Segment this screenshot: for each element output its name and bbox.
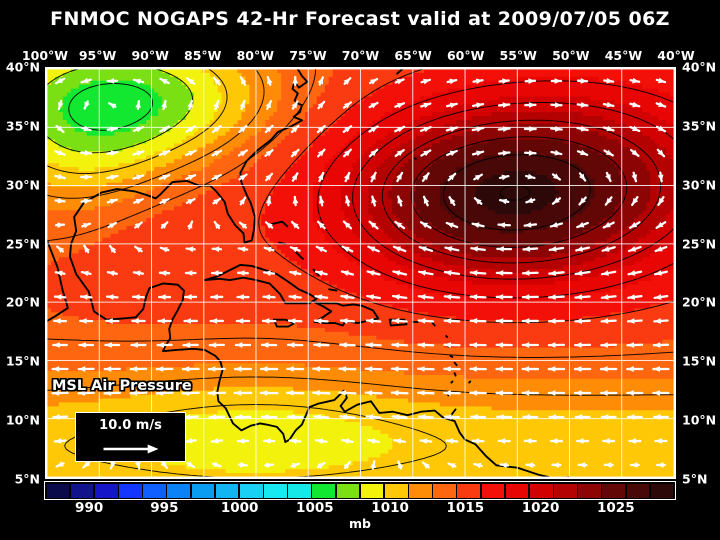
latitude-tick-label-right: 10°N	[682, 412, 717, 428]
longitude-tick-label: 90°W	[131, 48, 169, 63]
latitude-tick-label-left: 35°N	[5, 118, 40, 134]
longitude-tick-label: 55°W	[499, 48, 537, 63]
latitude-tick-label-right: 25°N	[682, 236, 717, 252]
colorbar-tick-label: 1010	[371, 500, 409, 516]
figure-title: FNMOC NOGAPS 42-Hr Forecast valid at 200…	[50, 8, 670, 30]
colorbar-tick-label: 1000	[220, 500, 259, 516]
longitude-tick-label: 75°W	[289, 48, 327, 63]
latitude-tick-label-right: 30°N	[682, 177, 717, 193]
latitude-tick-label-left: 30°N	[5, 177, 40, 193]
colorbar-swatch	[578, 483, 601, 498]
latitude-tick-label-right: 35°N	[682, 118, 717, 134]
colorbar-tick-label: 990	[75, 500, 104, 516]
colorbar-swatch	[433, 483, 456, 498]
longitude-tick-label: 40°W	[657, 48, 695, 63]
colorbar-swatch	[288, 483, 311, 498]
colorbar-swatch	[529, 483, 553, 498]
colorbar-tick-label: 1025	[597, 500, 635, 516]
pressure-shading	[47, 69, 674, 477]
colorbar-swatch	[46, 483, 70, 498]
colorbar-swatch	[94, 483, 118, 498]
wind-legend-value: 10.0 m/s	[99, 418, 162, 433]
latitude-tick-label-right: 5°N	[682, 471, 708, 487]
longitude-tick-label: 65°W	[394, 48, 432, 63]
colorbar-swatch	[554, 483, 577, 498]
wind-vector-legend: 10.0 m/s	[75, 412, 186, 462]
map-canvas	[47, 69, 674, 477]
latitude-tick-label-left: 20°N	[5, 294, 40, 310]
colorbar	[44, 481, 676, 500]
graticule	[47, 69, 674, 477]
latitude-tick-label-right: 15°N	[682, 353, 717, 369]
longitude-tick-label: 45°W	[604, 48, 643, 63]
latitude-tick-label-left: 5°N	[14, 471, 40, 487]
longitude-tick-label: 85°W	[184, 48, 222, 63]
colorbar-swatch	[360, 483, 384, 498]
latitude-tick-label-right: 40°N	[682, 59, 717, 75]
longitude-tick-label: 70°W	[341, 48, 380, 63]
wind-vectors	[51, 75, 670, 470]
latitude-tick-label-left: 10°N	[5, 412, 40, 428]
colorbar-tick-label: 1020	[521, 500, 560, 516]
colorbar-swatch	[191, 483, 215, 498]
colorbar-swatch	[409, 483, 432, 498]
colorbar-swatch	[312, 483, 336, 498]
colorbar-swatch	[215, 483, 239, 498]
latitude-tick-label-left: 15°N	[5, 353, 40, 369]
colorbar-swatch	[119, 483, 142, 498]
colorbar-tick-label: 995	[150, 500, 179, 516]
wind-legend-arrow-icon	[103, 444, 159, 454]
colorbar-swatch	[336, 483, 360, 498]
colorbar-swatch	[602, 483, 626, 498]
colorbar-swatch	[239, 483, 263, 498]
colorbar-swatch	[505, 483, 529, 498]
colorbar-swatch	[481, 483, 505, 498]
longitude-tick-label: 100°W	[21, 48, 69, 63]
colorbar-unit-label: mb	[349, 516, 371, 531]
colorbar-swatch	[457, 483, 481, 498]
map-plot-area	[45, 67, 676, 479]
colorbar-swatch	[167, 483, 191, 498]
latitude-tick-label-left: 25°N	[5, 236, 40, 252]
map-svg	[47, 69, 674, 477]
colorbar-swatch	[384, 483, 408, 498]
longitude-tick-label: 95°W	[78, 48, 117, 63]
latitude-tick-label-left: 40°N	[5, 59, 40, 75]
colorbar-swatch	[650, 483, 674, 498]
colorbar-tick-label: 1005	[296, 500, 334, 516]
colorbar-swatch	[264, 483, 287, 498]
field-label: MSL Air Pressure	[52, 378, 192, 394]
latitude-tick-label-right: 20°N	[682, 294, 717, 310]
colorbar-swatch	[143, 483, 166, 498]
longitude-tick-label: 60°W	[446, 48, 485, 63]
colorbar-swatch	[70, 483, 94, 498]
longitude-tick-label: 50°W	[552, 48, 590, 63]
colorbar-swatch	[626, 483, 650, 498]
colorbar-tick-label: 1015	[446, 500, 485, 516]
longitude-tick-label: 80°W	[236, 48, 275, 63]
